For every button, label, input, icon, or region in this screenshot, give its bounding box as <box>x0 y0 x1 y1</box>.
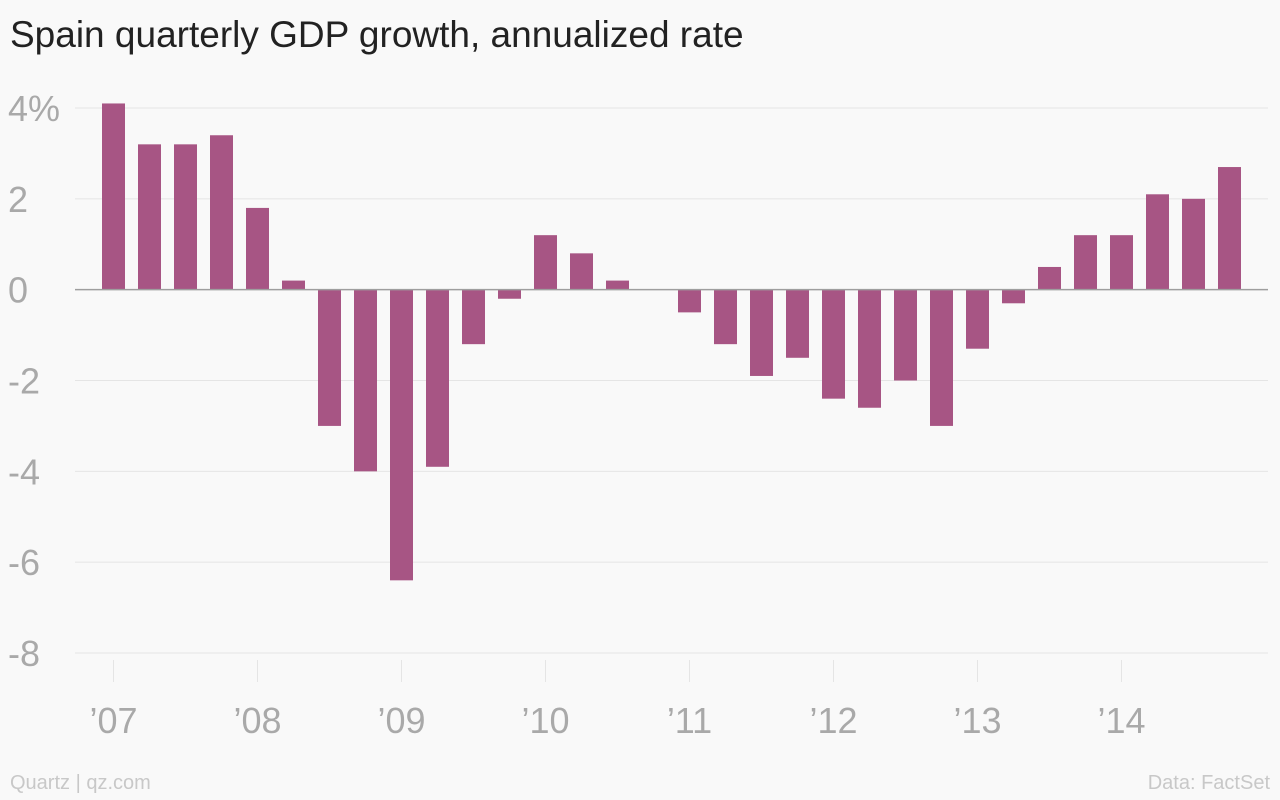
grid-lines <box>75 107 1268 654</box>
bar <box>210 135 233 290</box>
bar <box>570 253 593 290</box>
axes: 4% 2 0 -2 -4 -6 -8 ’07 ’08 ’09 ’10 ’11 ’12 ’13 ’14 <box>8 88 1268 741</box>
bar <box>354 289 377 472</box>
bar <box>246 207 269 290</box>
bar <box>750 289 773 376</box>
bars <box>102 103 1241 581</box>
bar <box>678 289 701 313</box>
bar <box>1074 235 1097 290</box>
y-tick-label: -2 <box>8 361 40 402</box>
bar <box>102 103 125 290</box>
bar <box>534 235 557 290</box>
bar <box>1182 198 1205 290</box>
bar <box>1146 194 1169 290</box>
bar <box>426 289 449 467</box>
x-tick-label: ’13 <box>953 700 1001 741</box>
bar <box>786 289 809 358</box>
x-tick-label: ’11 <box>667 700 712 741</box>
bar <box>714 289 737 345</box>
y-tick-label: -8 <box>8 633 40 674</box>
data-source: Data: FactSet <box>1147 772 1270 794</box>
x-tick-label: ’10 <box>521 700 569 741</box>
y-tick-label: -6 <box>8 542 40 583</box>
x-tick-label: ’09 <box>377 700 425 741</box>
bar <box>1110 235 1133 290</box>
source-credit: Quartz | qz.com <box>10 772 151 794</box>
y-tick-label: 4% <box>8 88 60 129</box>
bar <box>966 289 989 349</box>
bar <box>894 289 917 381</box>
y-tick-label: 2 <box>8 179 28 220</box>
x-tick-label: ’08 <box>233 700 281 741</box>
chart-title: Spain quarterly GDP growth, annualized r… <box>10 14 744 55</box>
bar <box>1002 289 1025 304</box>
bar <box>1038 266 1061 290</box>
bar <box>930 289 953 426</box>
bar <box>282 280 305 290</box>
bar <box>822 289 845 399</box>
x-tick-label: ’14 <box>1097 700 1145 741</box>
bar <box>858 289 881 408</box>
y-tick-label: -4 <box>8 451 40 492</box>
y-tick-label: 0 <box>8 270 28 311</box>
x-tick-label: ’12 <box>809 700 857 741</box>
x-tick-label: ’07 <box>89 700 137 741</box>
bar <box>462 289 485 345</box>
bar <box>138 144 161 290</box>
bar <box>318 289 341 426</box>
bar <box>174 144 197 290</box>
bar <box>390 289 413 581</box>
bar <box>1218 167 1241 290</box>
bar <box>606 280 629 290</box>
bar <box>498 289 521 299</box>
